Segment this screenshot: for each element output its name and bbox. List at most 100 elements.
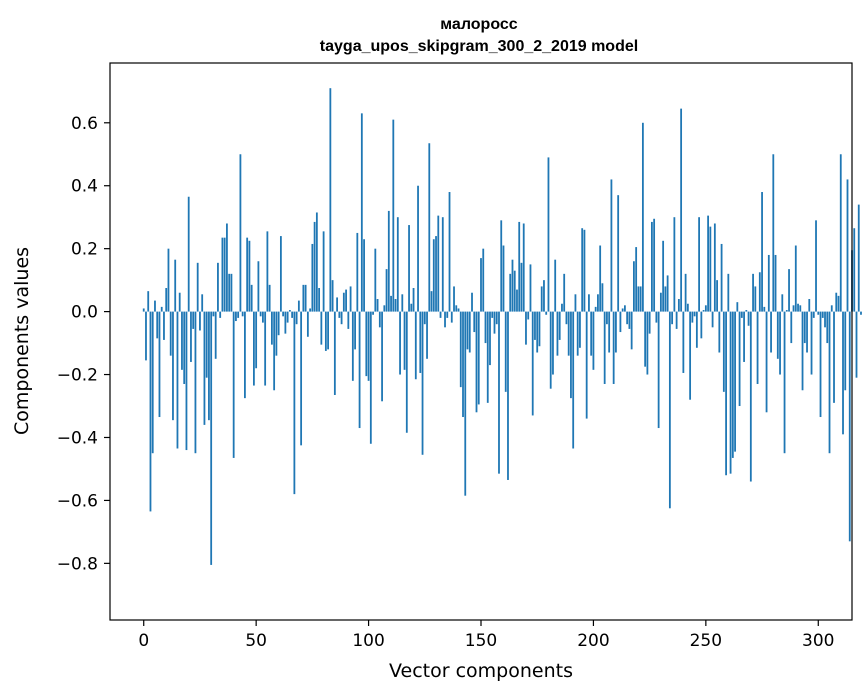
- bar: [475, 311, 478, 413]
- bar: [810, 311, 813, 375]
- bar: [419, 311, 422, 373]
- bar: [293, 311, 296, 495]
- bar: [707, 215, 709, 312]
- bar: [259, 311, 262, 317]
- bar: [253, 311, 255, 386]
- bar: [444, 311, 446, 328]
- bar: [585, 311, 588, 419]
- bar: [538, 311, 541, 347]
- bar: [160, 306, 163, 312]
- bar: [223, 237, 226, 312]
- bar: [232, 311, 235, 458]
- bar: [401, 294, 404, 312]
- bar: [700, 311, 703, 339]
- bar: [336, 297, 338, 312]
- bar: [262, 311, 264, 323]
- x-tick-label: 100: [352, 631, 384, 651]
- bar: [520, 262, 523, 312]
- bar: [194, 311, 197, 454]
- bar: [376, 299, 379, 312]
- bar: [322, 231, 325, 312]
- bar: [342, 292, 345, 312]
- bar: [621, 308, 624, 312]
- bar: [185, 311, 188, 451]
- bar: [358, 311, 361, 429]
- bar: [725, 311, 727, 476]
- bar: [320, 311, 323, 345]
- bar: [812, 311, 815, 318]
- bar: [803, 311, 806, 344]
- bar: [174, 259, 177, 312]
- bar: [390, 295, 392, 312]
- bar: [498, 311, 500, 474]
- bar: [486, 311, 489, 403]
- bar: [165, 288, 168, 312]
- bar: [313, 221, 316, 312]
- bar: [471, 292, 473, 312]
- bar: [709, 226, 712, 312]
- bar: [383, 305, 386, 312]
- bar: [237, 311, 240, 318]
- bar: [635, 247, 638, 312]
- bar: [331, 280, 334, 312]
- bar: [464, 311, 467, 496]
- bar: [288, 310, 291, 312]
- bar: [235, 311, 237, 322]
- bar: [516, 289, 518, 312]
- bar: [156, 311, 159, 339]
- bar: [208, 311, 210, 421]
- bar: [149, 311, 152, 512]
- bar: [711, 311, 714, 328]
- bar: [230, 273, 233, 312]
- bar: [439, 311, 442, 318]
- bar: [806, 311, 808, 353]
- bar: [731, 311, 734, 458]
- y-tick-label: −0.6: [57, 491, 98, 511]
- bar: [158, 311, 161, 418]
- bar: [702, 310, 705, 312]
- bar: [765, 311, 768, 413]
- bar: [713, 223, 716, 312]
- y-tick-label: 0.4: [71, 177, 98, 197]
- plot-frame: [109, 62, 853, 621]
- bar: [338, 311, 341, 318]
- bar: [190, 311, 192, 362]
- bar: [482, 248, 485, 312]
- bar: [473, 311, 476, 333]
- bar: [462, 311, 464, 418]
- bar: [507, 311, 509, 480]
- bar: [531, 311, 534, 416]
- bar: [187, 196, 190, 312]
- bar: [682, 311, 685, 373]
- bar: [758, 272, 761, 312]
- bar: [201, 294, 204, 312]
- bar: [172, 311, 174, 421]
- bar: [484, 311, 487, 344]
- bar: [846, 179, 849, 312]
- bar: [199, 311, 201, 331]
- bar: [295, 311, 298, 325]
- bar: [309, 308, 312, 312]
- bar: [547, 157, 550, 312]
- bar: [365, 311, 368, 377]
- bar: [628, 311, 631, 329]
- bar: [169, 311, 172, 356]
- bar: [221, 237, 224, 312]
- bar: [210, 311, 213, 565]
- bar: [615, 311, 617, 353]
- bar: [639, 286, 642, 312]
- bar: [677, 299, 680, 312]
- bar: [205, 311, 208, 378]
- bar: [163, 311, 165, 340]
- bar: [588, 294, 590, 312]
- bar: [718, 311, 721, 353]
- bar: [617, 195, 620, 312]
- bar: [590, 311, 593, 356]
- bar: [650, 221, 653, 312]
- y-axis-ticks: −0.8 −0.6 −0.4 −0.2 0.0 0.2 0.4 0.6: [57, 114, 110, 574]
- bar: [250, 284, 253, 312]
- bar: [747, 311, 750, 326]
- bar: [853, 228, 856, 312]
- bar: [657, 311, 660, 429]
